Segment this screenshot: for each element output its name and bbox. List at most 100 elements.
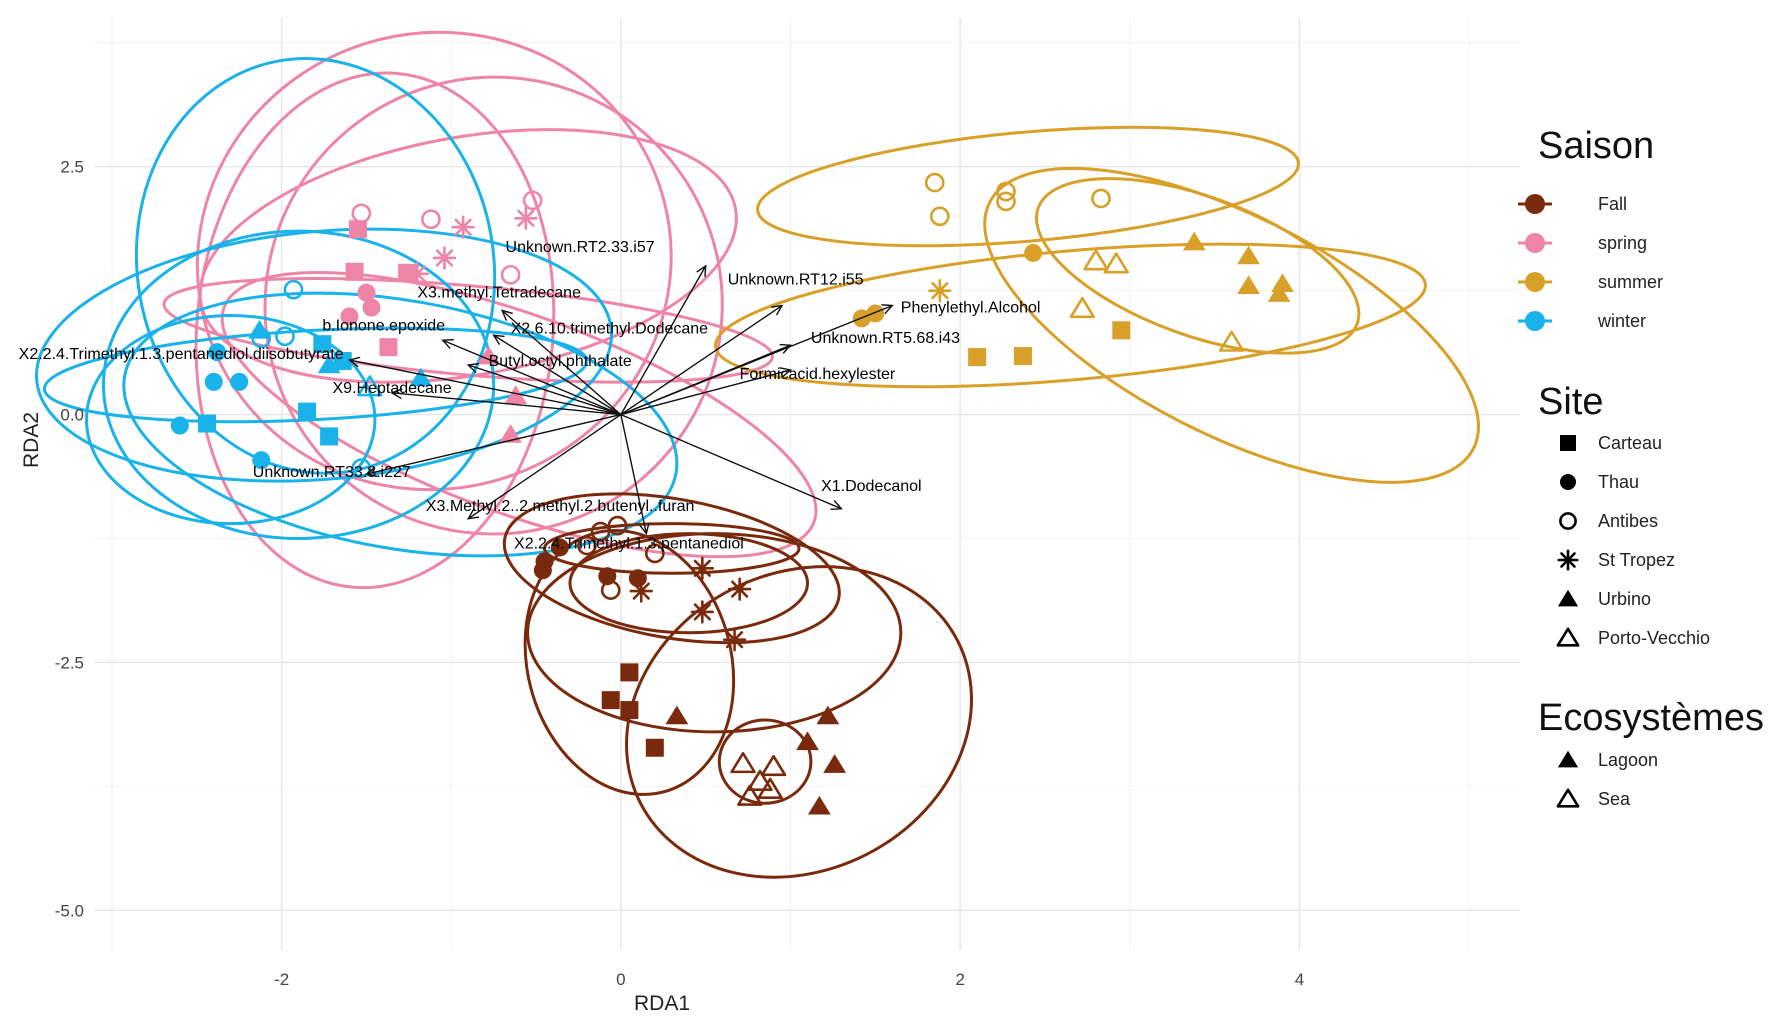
ellipse-summer [756, 125, 1300, 248]
loading-arrowhead [500, 309, 513, 321]
point-carteau [313, 335, 332, 354]
point-antibes [275, 326, 295, 347]
point-carteau [620, 701, 639, 720]
point-st-tropez [722, 628, 747, 652]
point-carteau [298, 402, 317, 421]
season-ellipses [35, 30, 1480, 879]
ellipse-fall [523, 529, 736, 796]
y-axis-ticks: 2.5 0.0 -2.5 -5.0 [55, 158, 84, 921]
point-carteau [620, 663, 639, 682]
ellipse-fall [502, 492, 841, 645]
point-urbino [504, 385, 528, 405]
point-st-tropez [629, 579, 653, 603]
loading-arrowhead [779, 343, 793, 354]
point-antibes [577, 535, 597, 556]
loading-label: Unknown.RT33.8.i227 [253, 464, 411, 481]
point-porto-vecchio [1069, 296, 1096, 319]
point-antibes [1091, 188, 1111, 209]
loading-arrow [620, 414, 648, 534]
point-thau [230, 372, 249, 391]
point-carteau [345, 262, 364, 281]
loading-arrow [467, 414, 622, 520]
loading-label: X1.Dodecanol [821, 478, 922, 495]
loading-label: X3.methyl.Tetradecane [417, 285, 581, 302]
point-thau [628, 569, 647, 588]
point-antibes [590, 521, 611, 542]
x-tick-label: 0 [616, 970, 625, 989]
ellipse-winter [101, 229, 496, 541]
legend-ecosystem-key [1556, 788, 1580, 808]
loading-label: Unknown.RT5.68.i43 [811, 330, 960, 347]
point-thau [362, 298, 381, 317]
legend-title-season: Saison [1538, 125, 1654, 167]
ellipse-summer [983, 166, 1480, 484]
point-urbino [499, 424, 523, 443]
loading-label: X2.6.10.trimethyl.Dodecane [511, 320, 709, 337]
point-urbino [1237, 245, 1260, 265]
point-urbino [477, 345, 500, 365]
point-carteau [333, 352, 352, 371]
ellipse-winter [85, 313, 377, 526]
point-thau [1024, 243, 1043, 262]
loading-arrow [366, 413, 622, 475]
ellipse-fall [717, 718, 813, 805]
loading-arrowhead [441, 338, 454, 349]
ellipse-fall [526, 532, 903, 734]
point-urbino [796, 731, 819, 751]
loading-label: Formicacid.hexylester [740, 366, 896, 383]
point-thau [204, 372, 223, 391]
y-tick-label: 0.0 [60, 406, 84, 425]
point-st-tropez [405, 262, 429, 286]
ellipse-fall [543, 522, 801, 575]
point-antibes [996, 191, 1016, 212]
point-antibes [996, 181, 1016, 202]
point-carteau [398, 263, 417, 282]
point-st-tropez [451, 215, 475, 239]
legend-season-items: Fall spring summer winter [1518, 194, 1663, 331]
point-porto-vecchio [737, 784, 763, 806]
loading-arrowhead [771, 304, 784, 316]
loading-label: X2.2.4.Trimethyl.1.3.pentanediol.diisobu… [19, 346, 344, 363]
point-thau [550, 538, 569, 557]
loading-arrowhead [639, 522, 650, 536]
point-urbino [665, 705, 689, 725]
ellipse-summer [714, 242, 1427, 389]
point-thau [340, 307, 359, 326]
legend-ecosystem-items: Lagoon Sea [1556, 750, 1658, 809]
legend-season-key [1525, 194, 1545, 214]
loading-arrow [467, 364, 622, 416]
point-porto-vecchio [357, 375, 383, 397]
point-thau [533, 561, 552, 580]
loading-arrowhead [347, 356, 361, 368]
loading-arrowhead [466, 362, 480, 374]
point-st-tropez [727, 577, 752, 601]
loading-arrowhead [466, 508, 480, 520]
legend-season-label: summer [1598, 272, 1663, 292]
ellipse-spring [162, 277, 774, 384]
point-urbino [823, 754, 847, 773]
legend-site-label: Thau [1598, 472, 1639, 492]
point-carteau [197, 414, 216, 433]
point-thau [598, 567, 617, 586]
point-urbino [317, 354, 341, 374]
loading-arrow [620, 413, 842, 510]
loading-label: X2.2.4.Trimethyl.1.3.pentanediol [514, 535, 744, 552]
point-thau [170, 416, 189, 435]
loading-arrow [620, 265, 707, 415]
x-axis-ticks: -2 0 2 4 [274, 970, 1304, 989]
point-antibes [351, 458, 372, 478]
loading-arrowhead [492, 334, 505, 345]
legend-site-key [1557, 549, 1579, 571]
legend-ecosystem-label: Sea [1598, 789, 1631, 809]
loading-arrow [391, 392, 621, 416]
point-st-tropez [690, 556, 714, 580]
point-urbino [807, 795, 831, 815]
legend-season-label: Fall [1598, 194, 1627, 214]
point-antibes [421, 209, 441, 230]
loading-label: Phenylethyl.Alcohol [901, 299, 1041, 316]
x-axis-title: RDA1 [634, 992, 690, 1015]
ellipse-summer [1035, 177, 1361, 355]
loading-arrowhead [830, 500, 843, 510]
legend-site-label: Porto-Vecchio [1598, 628, 1710, 648]
y-axis-title: RDA2 [20, 412, 43, 468]
